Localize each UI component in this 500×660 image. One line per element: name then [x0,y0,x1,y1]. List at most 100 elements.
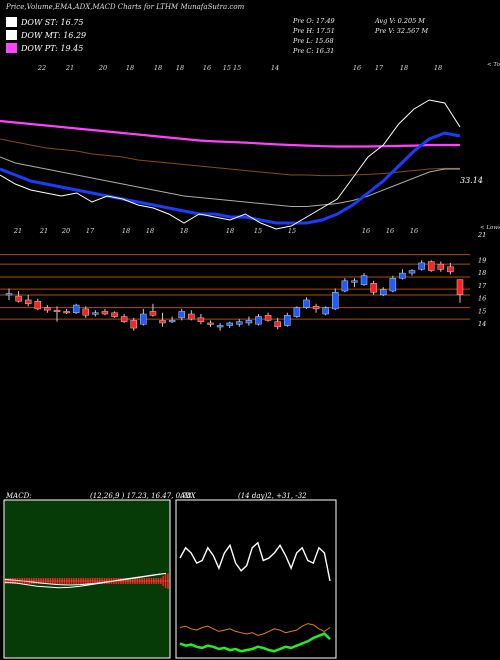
price-top-label: 18 [180,227,188,235]
candle-body [408,270,416,274]
legend-swatch-st [6,17,17,27]
price-top-label: 15 [254,227,262,235]
candle-body [140,313,147,325]
legend-swatch-mt [6,30,17,40]
candle-body [456,279,464,295]
adx-line [179,623,331,636]
legend-swatch-pt [6,43,17,53]
candle-body [389,277,397,292]
candle-body [159,320,166,324]
ema-top-label: 18 [126,64,134,72]
candle-body [360,275,368,285]
candle-body [427,261,435,271]
candle-body [120,316,128,322]
price-y-tick: 17 [478,282,487,290]
macd-params: (12,26,9 ) 17.23, 16.47, 0.78 [90,492,192,500]
candle-body [111,312,118,317]
legend-label-pt: DOW PT: 19.45 [21,43,84,53]
candle-body [236,321,243,325]
ema-mid-line [0,156,460,207]
ema-top-label: 21 [65,64,74,72]
price-top-label: 21 [13,227,22,235]
adx-minus-di-line [179,541,331,582]
candle-body [447,266,454,273]
candle-body [53,309,61,312]
candle-body [341,280,349,292]
candle-body [284,315,291,326]
candle-body [312,306,320,310]
ema-top-label: 16 [203,64,211,72]
candle-body [34,300,42,310]
price-top-label: 21 [39,227,48,235]
candle-body [130,320,137,329]
stat-low: Pre L: 15.68 [293,37,334,45]
ema-top-label: 18 [176,64,184,72]
ema-top-label: 16 [353,64,361,72]
price-lows-marker: < Lows [480,225,500,231]
price-top-label: 18 [226,227,234,235]
ema-slow-line [0,138,460,177]
candle-body [303,299,310,308]
candle-body [168,320,176,323]
stat-volume: Pre V: 32.567 M [375,27,429,35]
stat-close: Pre C: 16.31 [293,47,335,55]
candle-body [72,304,80,313]
ema-top-label: 14 [271,64,279,72]
legend-label-mt: DOW MT: 16.29 [21,30,87,40]
stat-open: Pre O: 17.49 [293,17,335,25]
adx-plus-di-line [179,632,331,653]
close-line [0,99,461,230]
macd-line [4,572,167,589]
adx-label: ADX [180,492,196,500]
ema-top-label: 18 [400,64,408,72]
price-top-label: 20 [61,227,70,235]
candle-body [264,315,272,321]
candle-body [226,322,233,326]
candle-body [197,317,205,322]
price-y-tick: 19 [478,256,486,264]
candle-body [149,311,157,316]
adx-params: (14 day)2, +31, -32 [238,492,307,500]
legend-dow-mt: DOW MT: 16.29 [6,30,86,40]
candle-body [178,311,185,319]
stat-high: Pre H: 17.51 [293,27,335,35]
candle-body [63,311,70,314]
macd-label: MACD: [6,492,32,500]
price-top-label: 18 [122,227,130,235]
candle-body [216,325,224,328]
price-top-label: 16 [362,227,370,235]
candle-body [332,292,339,310]
ema-top-label: 17 [375,64,384,72]
candle-body [82,308,90,316]
candle-body [399,272,406,279]
price-y-tick: 21 [477,231,486,239]
candle-body [207,322,214,325]
stat-avg-volume: Avg V: 0.205 M [375,17,425,25]
candle-body [437,263,445,270]
price-top-label: 18 [146,227,154,235]
candle-body [92,312,99,315]
candle-body [418,262,425,270]
candle-body [370,283,377,293]
ema-top-label: 20 [98,64,107,72]
candle-body [351,280,358,283]
ema-price-label: 33.14 [460,176,483,185]
candle-body [5,293,13,296]
price-top-label: 15 [288,227,296,235]
candle-body [44,307,51,311]
ema-top-label: 22 [37,64,46,72]
price-top-label: 16 [410,227,418,235]
price-top-label: 17 [86,227,95,235]
candle-body [255,316,262,325]
adx-panel-frame [175,499,337,659]
legend-dow-pt: DOW PT: 19.45 [6,43,83,53]
ema-top-label: 18 [154,64,162,72]
candle-body [245,320,253,324]
candle-body [101,311,109,315]
candle-body [15,295,22,302]
chart-title: Price,Volume,EMA,ADX,MACD Charts for LTH… [6,3,245,11]
candle-body [293,307,301,317]
candle-body [274,321,281,328]
price-top-label: 16 [386,227,394,235]
